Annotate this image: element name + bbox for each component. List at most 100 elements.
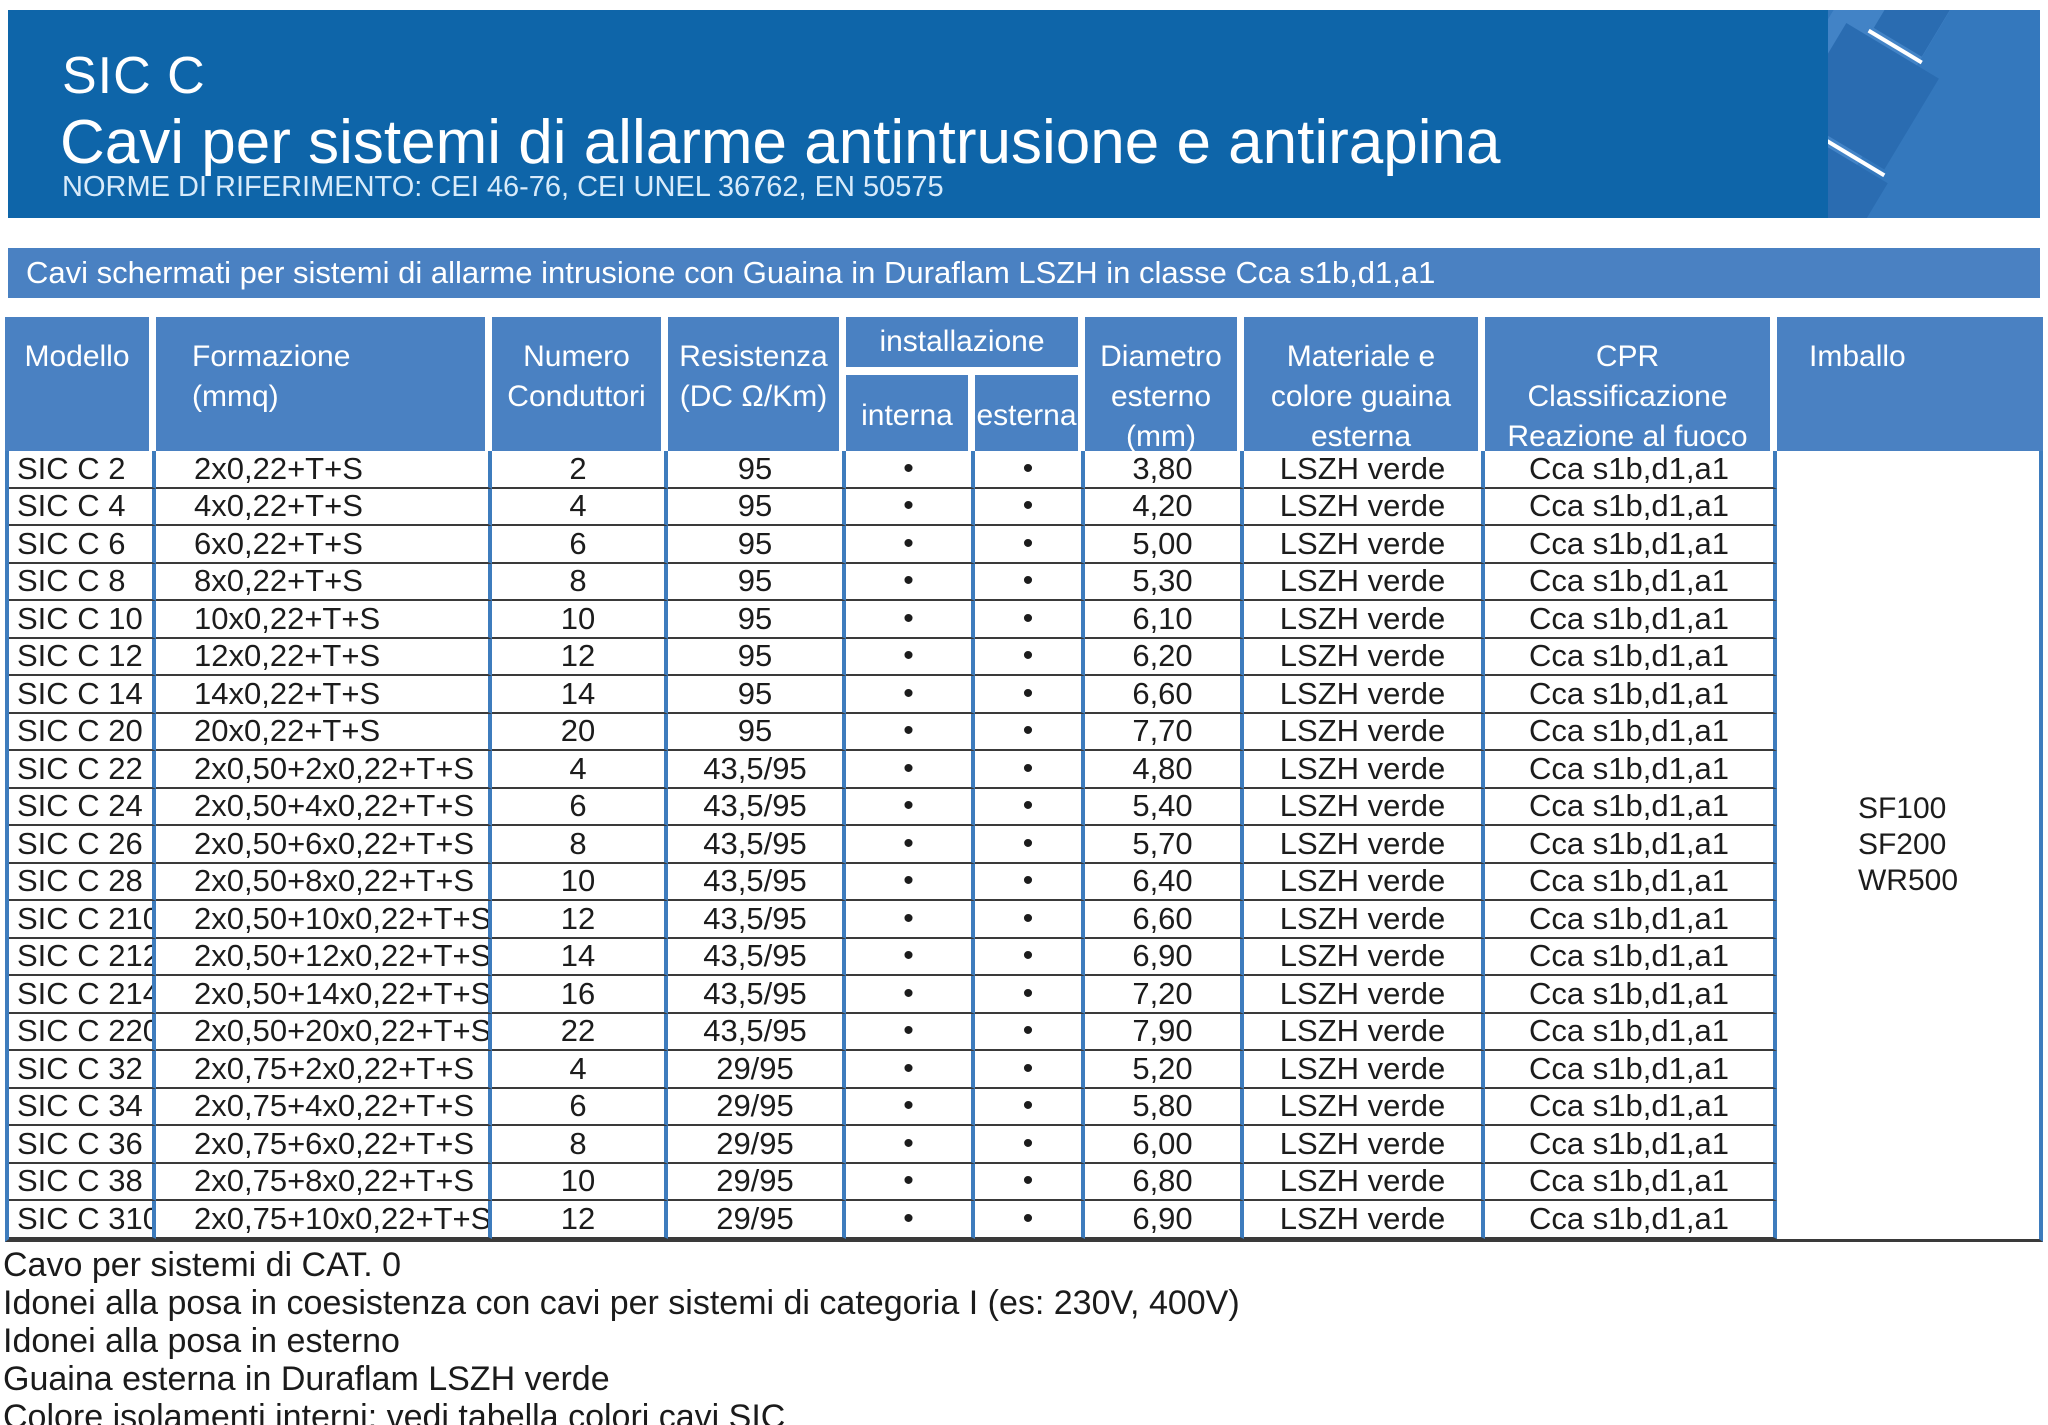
page-title: Cavi per sistemi di allarme antintrusion…: [60, 108, 1501, 177]
cell-numero-row-13: 12: [492, 901, 668, 939]
cell-imballo-merged: SF100 SF200 WR500: [1777, 451, 2039, 1239]
cell-numero-row-21: 12: [492, 1201, 668, 1239]
cell-formazione-row-6: 12x0,22+T+S: [156, 638, 492, 676]
cell-resistenza-row-15: 43,5/95: [668, 976, 846, 1014]
cell-modello-row-3: SIC C 6: [9, 526, 156, 564]
cell-formazione-row-10: 2x0,50+4x0,22+T+S: [156, 788, 492, 826]
cell-diametro-row-4: 5,30: [1085, 563, 1244, 601]
cell-formazione-row-8: 20x0,22+T+S: [156, 713, 492, 751]
cell-formazione-row-14: 2x0,50+12x0,22+T+S: [156, 938, 492, 976]
cell-esterna-row-17: •: [975, 1051, 1085, 1089]
cell-cpr-row-12: Cca s1b,d1,a1: [1485, 863, 1777, 901]
cell-formazione-row-12: 2x0,50+8x0,22+T+S: [156, 863, 492, 901]
footnote: Idonei alla posa in esterno: [3, 1322, 400, 1360]
cell-formazione-row-13: 2x0,50+10x0,22+T+S: [156, 901, 492, 939]
cell-modello-row-12: SIC C 28: [9, 863, 156, 901]
cell-numero-row-7: 14: [492, 676, 668, 714]
cell-diametro-row-15: 7,20: [1085, 976, 1244, 1014]
cell-modello-row-6: SIC C 12: [9, 638, 156, 676]
cell-resistenza-row-14: 43,5/95: [668, 938, 846, 976]
cell-modello-row-7: SIC C 14: [9, 676, 156, 714]
cell-resistenza-row-2: 95: [668, 488, 846, 526]
cell-cpr-row-20: Cca s1b,d1,a1: [1485, 1163, 1777, 1201]
cell-resistenza-row-3: 95: [668, 526, 846, 564]
cell-esterna-row-20: •: [975, 1163, 1085, 1201]
cell-esterna-row-4: •: [975, 563, 1085, 601]
cell-interna-row-11: •: [846, 826, 975, 864]
imballo-values: SF100 SF200 WR500: [1858, 791, 1958, 899]
cell-numero-row-1: 2: [492, 451, 668, 489]
cell-materiale-row-5: LSZH verde: [1244, 601, 1485, 639]
cell-interna-row-20: •: [846, 1163, 975, 1201]
footnote: Colore isolamenti interni: vedi tabella …: [3, 1398, 786, 1425]
cell-modello-row-1: SIC C 2: [9, 451, 156, 489]
column-header-cpr: CPR Classificazione Reazione al fuoco: [1485, 317, 1777, 457]
cell-esterna-row-11: •: [975, 826, 1085, 864]
cell-materiale-row-15: LSZH verde: [1244, 976, 1485, 1014]
cell-materiale-row-11: LSZH verde: [1244, 826, 1485, 864]
cell-modello-row-20: SIC C 38: [9, 1163, 156, 1201]
cell-resistenza-row-10: 43,5/95: [668, 788, 846, 826]
cell-cpr-row-7: Cca s1b,d1,a1: [1485, 676, 1777, 714]
cell-numero-row-5: 10: [492, 601, 668, 639]
cell-interna-row-15: •: [846, 976, 975, 1014]
column-header-resistenza: Resistenza (DC Ω/Km): [668, 317, 846, 457]
cell-interna-row-13: •: [846, 901, 975, 939]
cell-esterna-row-12: •: [975, 863, 1085, 901]
cell-numero-row-18: 6: [492, 1088, 668, 1126]
cell-diametro-row-7: 6,60: [1085, 676, 1244, 714]
cell-resistenza-row-4: 95: [668, 563, 846, 601]
table-body: SF100 SF200 WR500 SIC C 2 2x0,22+T+S 2 95 • • 3,…: [5, 451, 2043, 1242]
cell-numero-row-16: 22: [492, 1013, 668, 1051]
column-header-materiale: Materiale e colore guaina esterna: [1244, 317, 1485, 457]
cell-formazione-row-18: 2x0,75+4x0,22+T+S: [156, 1088, 492, 1126]
cell-esterna-row-7: •: [975, 676, 1085, 714]
imballo-line: SF200: [1857, 827, 1947, 861]
cable-segments-shape: [1828, 10, 2000, 218]
cell-modello-row-14: SIC C 212: [9, 938, 156, 976]
column-group-installazione: installazione interna esterna: [846, 317, 1085, 457]
cell-diametro-row-14: 6,90: [1085, 938, 1244, 976]
column-header-diametro: Diametro esterno (mm): [1085, 317, 1244, 457]
table-header: Modello Formazione (mmq) Numero Condutto…: [5, 317, 2043, 457]
cell-formazione-row-7: 14x0,22+T+S: [156, 676, 492, 714]
cell-cpr-row-15: Cca s1b,d1,a1: [1485, 976, 1777, 1014]
cell-modello-row-2: SIC C 4: [9, 488, 156, 526]
cell-cpr-row-17: Cca s1b,d1,a1: [1485, 1051, 1777, 1089]
cell-materiale-row-10: LSZH verde: [1244, 788, 1485, 826]
cell-esterna-row-21: •: [975, 1201, 1085, 1239]
cell-resistenza-row-8: 95: [668, 713, 846, 751]
cell-diametro-row-21: 6,90: [1085, 1201, 1244, 1239]
cell-modello-row-13: SIC C 210: [9, 901, 156, 939]
cell-materiale-row-14: LSZH verde: [1244, 938, 1485, 976]
cell-numero-row-12: 10: [492, 863, 668, 901]
cell-diametro-row-3: 5,00: [1085, 526, 1244, 564]
cell-numero-row-19: 8: [492, 1126, 668, 1164]
cell-resistenza-row-13: 43,5/95: [668, 901, 846, 939]
cell-resistenza-row-16: 43,5/95: [668, 1013, 846, 1051]
cell-resistenza-row-11: 43,5/95: [668, 826, 846, 864]
cell-materiale-row-8: LSZH verde: [1244, 713, 1485, 751]
cell-diametro-row-6: 6,20: [1085, 638, 1244, 676]
cell-materiale-row-19: LSZH verde: [1244, 1126, 1485, 1164]
column-header-esterna: esterna: [975, 375, 1078, 457]
cell-cpr-row-13: Cca s1b,d1,a1: [1485, 901, 1777, 939]
cell-formazione-row-17: 2x0,75+2x0,22+T+S: [156, 1051, 492, 1089]
cell-esterna-row-14: •: [975, 938, 1085, 976]
cell-formazione-row-9: 2x0,50+2x0,22+T+S: [156, 751, 492, 789]
column-header-formazione: Formazione (mmq): [156, 317, 492, 457]
cell-cpr-row-6: Cca s1b,d1,a1: [1485, 638, 1777, 676]
cell-esterna-row-9: •: [975, 751, 1085, 789]
cell-materiale-row-7: LSZH verde: [1244, 676, 1485, 714]
column-header-interna: interna: [846, 375, 975, 457]
cell-modello-row-19: SIC C 36: [9, 1126, 156, 1164]
cell-modello-row-21: SIC C 310: [9, 1201, 156, 1239]
cell-numero-row-14: 14: [492, 938, 668, 976]
cell-diametro-row-16: 7,90: [1085, 1013, 1244, 1051]
cell-resistenza-row-19: 29/95: [668, 1126, 846, 1164]
cell-formazione-row-11: 2x0,50+6x0,22+T+S: [156, 826, 492, 864]
cell-interna-row-9: •: [846, 751, 975, 789]
cell-formazione-row-16: 2x0,50+20x0,22+T+S: [156, 1013, 492, 1051]
cell-materiale-row-21: LSZH verde: [1244, 1201, 1485, 1239]
cell-esterna-row-3: •: [975, 526, 1085, 564]
